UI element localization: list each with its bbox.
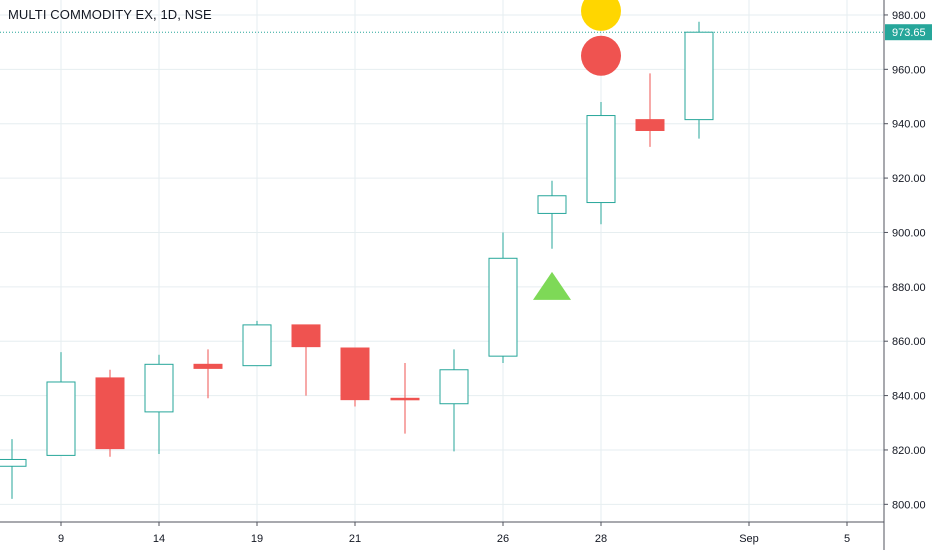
candle [95, 369, 125, 457]
y-tick-label: 980.00 [892, 10, 926, 22]
x-tick-label: 9 [58, 533, 64, 545]
x-tick-label: 26 [497, 533, 509, 545]
candle-body-up [0, 458, 27, 467]
y-tick-label: 880.00 [892, 282, 926, 294]
candle [537, 180, 567, 249]
y-tick-label: 820.00 [892, 445, 926, 457]
red-circle-marker [581, 35, 621, 76]
candle-body-up [144, 363, 174, 413]
candles [0, 21, 714, 499]
y-tick-label: 860.00 [892, 336, 926, 348]
x-tick-label: 5 [844, 533, 850, 545]
candle [291, 324, 321, 396]
y-tick-label: 900.00 [892, 227, 926, 239]
signal-markers [533, 0, 621, 300]
yellow-circle-marker [581, 0, 621, 31]
last-price-label: 973.65 [892, 27, 926, 39]
candle-body-up [586, 115, 616, 204]
buy-triangle-marker [533, 271, 571, 300]
candle-body-down [291, 324, 321, 348]
candle-body-up [488, 257, 518, 357]
candle-body-up [439, 369, 469, 405]
y-tick-label: 840.00 [892, 391, 926, 403]
candle [439, 349, 469, 452]
y-tick-label: 960.00 [892, 64, 926, 76]
candle [46, 352, 76, 456]
candle-body-up [242, 324, 272, 367]
y-tick-label: 920.00 [892, 173, 926, 185]
candle-body-down [635, 119, 665, 131]
candle [390, 362, 420, 434]
candle [684, 21, 714, 139]
y-tick-label: 800.00 [892, 499, 926, 511]
candle-body-down [390, 397, 420, 401]
y-tick-label: 940.00 [892, 119, 926, 131]
candle [635, 73, 665, 147]
last-price-badge [885, 24, 932, 41]
x-tick-label: 28 [595, 533, 607, 545]
x-tick-label: 21 [349, 533, 361, 545]
x-tick-label: 14 [153, 533, 165, 545]
candle-body-up [684, 31, 714, 121]
candle-body-up [537, 195, 567, 214]
grid-lines [0, 0, 884, 522]
candle-body-down [95, 377, 125, 450]
candle [242, 320, 272, 367]
candle [144, 354, 174, 455]
x-tick-label: Sep [739, 533, 759, 545]
chart-title: MULTI COMMODITY EX, 1D, NSE [8, 7, 212, 22]
candle-body-down [340, 347, 370, 401]
candle [340, 347, 370, 407]
candle [193, 349, 223, 399]
candle [488, 232, 518, 363]
candle-body-down [193, 363, 223, 369]
candle [586, 101, 616, 225]
candle-body-up [46, 381, 76, 456]
x-tick-label: 19 [251, 533, 263, 545]
candle [0, 439, 27, 499]
